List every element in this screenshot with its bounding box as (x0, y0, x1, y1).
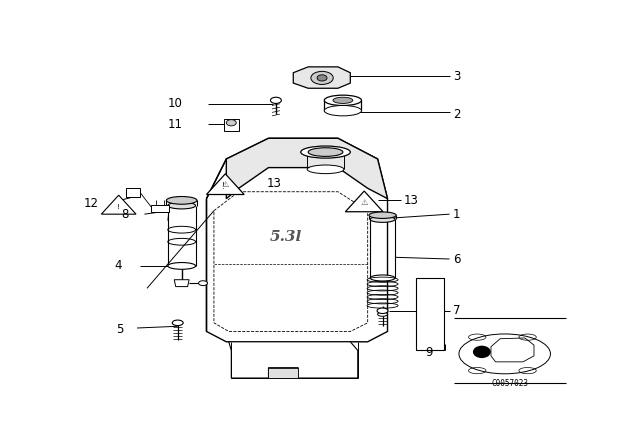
Ellipse shape (370, 275, 395, 281)
Text: 5: 5 (116, 323, 124, 336)
Polygon shape (126, 188, 140, 197)
Text: !: ! (222, 182, 225, 191)
Text: !: ! (117, 203, 120, 210)
Circle shape (473, 346, 491, 358)
Polygon shape (207, 174, 244, 194)
Text: 4: 4 (115, 259, 122, 272)
Polygon shape (269, 368, 298, 378)
Text: 2: 2 (453, 108, 461, 121)
Text: 13: 13 (403, 194, 419, 207)
Polygon shape (293, 67, 350, 88)
Ellipse shape (166, 197, 197, 204)
Text: ⚠: ⚠ (221, 181, 229, 190)
Text: C0057023: C0057023 (492, 379, 529, 388)
Ellipse shape (311, 71, 333, 85)
Polygon shape (174, 280, 189, 287)
Ellipse shape (324, 106, 362, 116)
Text: 13: 13 (266, 177, 282, 190)
Text: 5.3l: 5.3l (269, 229, 302, 244)
Ellipse shape (307, 165, 344, 174)
Ellipse shape (227, 120, 236, 126)
Ellipse shape (168, 202, 196, 209)
Text: 12: 12 (84, 197, 99, 210)
Polygon shape (224, 119, 239, 131)
Ellipse shape (324, 95, 362, 105)
Text: 8: 8 (121, 208, 129, 221)
Polygon shape (227, 138, 388, 198)
Ellipse shape (369, 212, 396, 219)
Polygon shape (491, 338, 534, 362)
Ellipse shape (198, 281, 207, 285)
Text: 3: 3 (453, 70, 460, 83)
Polygon shape (152, 204, 169, 212)
Text: ⚠: ⚠ (360, 198, 368, 207)
Text: 6: 6 (453, 253, 461, 266)
Polygon shape (207, 138, 388, 342)
Polygon shape (416, 278, 444, 350)
Ellipse shape (333, 97, 353, 103)
Ellipse shape (378, 312, 388, 316)
Polygon shape (101, 195, 136, 214)
Ellipse shape (370, 216, 395, 222)
Ellipse shape (317, 75, 327, 81)
Polygon shape (346, 191, 383, 212)
Text: 7: 7 (453, 304, 461, 317)
Text: 9: 9 (426, 346, 433, 359)
Ellipse shape (271, 97, 282, 103)
Ellipse shape (308, 148, 343, 156)
Text: 11: 11 (167, 118, 182, 131)
Ellipse shape (459, 334, 550, 374)
Ellipse shape (172, 320, 183, 326)
Text: 1: 1 (453, 208, 461, 221)
Polygon shape (229, 342, 358, 378)
Ellipse shape (301, 146, 350, 158)
Text: 10: 10 (167, 97, 182, 110)
Ellipse shape (168, 263, 196, 269)
Ellipse shape (377, 308, 388, 314)
